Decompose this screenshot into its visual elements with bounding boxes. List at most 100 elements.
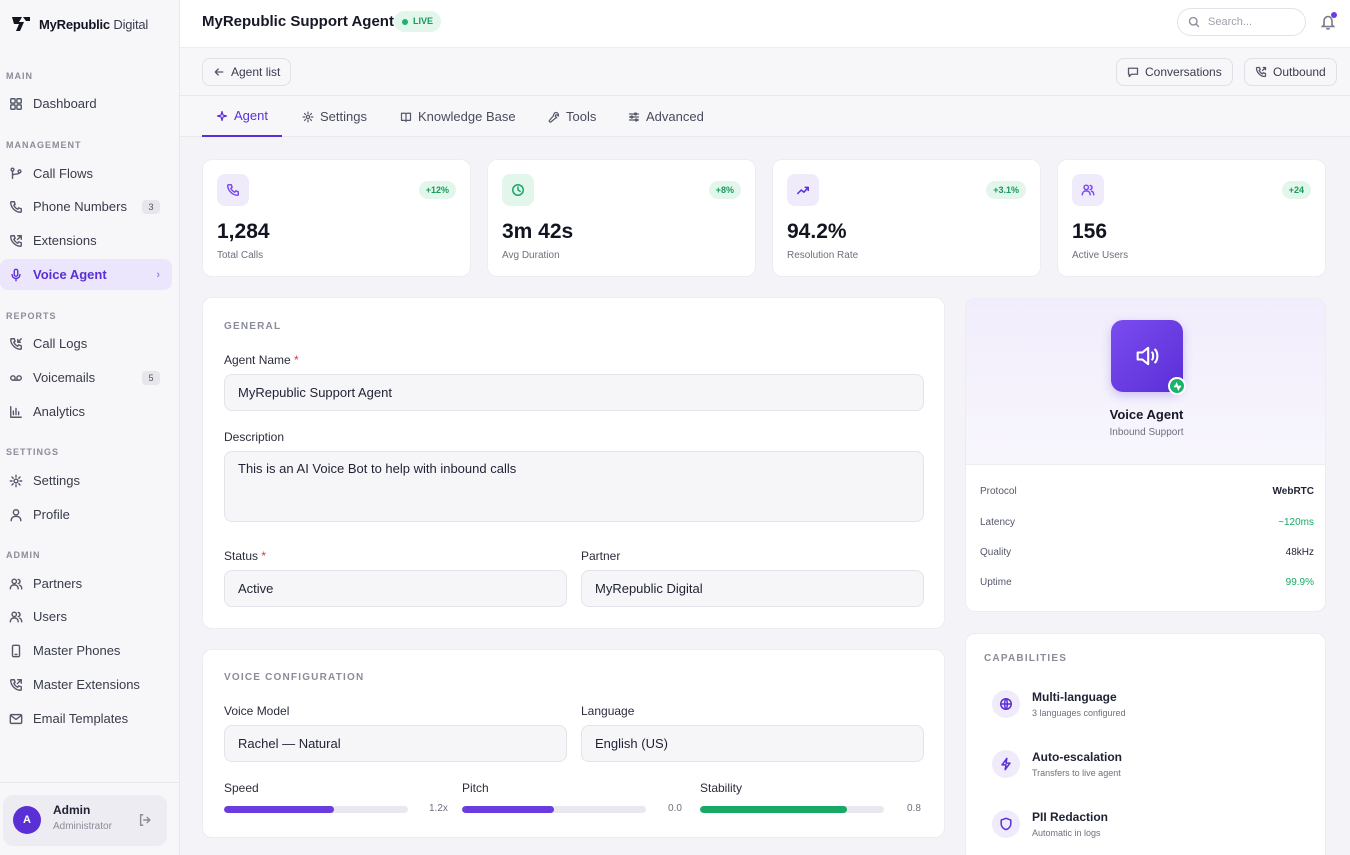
users-icon <box>9 577 23 590</box>
bolt-icon <box>1001 757 1011 771</box>
sidebar-item-label: Call Flows <box>33 166 93 181</box>
stat-icon <box>1072 174 1104 206</box>
description-textarea[interactable]: This is an AI Voice Bot to help with inb… <box>224 451 924 522</box>
stat-label: Resolution Rate <box>787 250 859 261</box>
wrench-icon <box>548 111 560 123</box>
sidebar-item-voicemails[interactable]: Voicemails 5 <box>0 362 172 393</box>
globe-icon <box>1000 698 1012 710</box>
conversations-button[interactable]: Conversations <box>1116 58 1233 86</box>
agent-list-button[interactable]: Agent list <box>202 58 292 86</box>
message-icon <box>1127 67 1139 78</box>
users-icon <box>9 610 23 623</box>
sparkles-icon <box>216 110 228 121</box>
book-icon <box>400 112 412 122</box>
user-name: Admin <box>53 803 91 817</box>
speed-slider[interactable] <box>224 806 408 813</box>
general-card: GENERAL Agent Name * Description This is… <box>202 297 945 629</box>
sub-bar: Agent list Conversations Outbound <box>180 48 1350 96</box>
stability-slider[interactable] <box>700 806 884 813</box>
sidebar-item-dashboard[interactable]: Dashboard <box>0 88 172 119</box>
sidebar-item-phone-numbers[interactable]: Phone Numbers 3 <box>0 191 172 222</box>
gear-icon <box>9 474 23 487</box>
brand[interactable]: MyRepublic Digital <box>0 0 179 48</box>
stat-label: Active Users <box>1072 250 1129 261</box>
sidebar-item-voice-agent[interactable]: Voice Agent › <box>0 259 172 290</box>
tab-advanced[interactable]: Advanced <box>628 96 704 137</box>
tab-knowledge-base[interactable]: Knowledge Base <box>400 96 516 137</box>
sidebar-item-partners[interactable]: Partners <box>0 568 172 599</box>
section-label-main: MAIN <box>6 71 33 81</box>
sidebar-item-profile[interactable]: Profile <box>0 499 172 530</box>
flow-icon <box>10 167 22 179</box>
stat-icon <box>787 174 819 206</box>
status-select[interactable]: Active <box>224 570 567 607</box>
sidebar-item-label: Settings <box>33 473 80 488</box>
sidebar-item-master-phones[interactable]: Master Phones <box>0 635 172 666</box>
voice-agent-subtitle: Inbound Support <box>1109 427 1184 438</box>
tab-bar: Agent Settings Knowledge Base Tools Adva… <box>180 96 1350 137</box>
stability-slider-fill <box>700 806 848 813</box>
card-title: CAPABILITIES <box>984 653 1068 664</box>
agent-name-label: Agent Name * <box>224 353 299 367</box>
tab-settings[interactable]: Settings <box>302 96 367 137</box>
stat-delta-badge: +8% <box>708 181 741 199</box>
sidebar-item-extensions[interactable]: Extensions <box>0 225 172 256</box>
sidebar-item-label: Users <box>33 609 67 624</box>
sidebar-item-label: Analytics <box>33 404 86 419</box>
partner-select[interactable]: MyRepublic Digital <box>581 570 924 607</box>
sidebar-item-label: Phone Numbers <box>33 199 127 214</box>
sidebar-item-analytics[interactable]: Analytics <box>0 396 172 427</box>
bell-icon[interactable] <box>1320 14 1336 30</box>
voice-agent-card: Voice Agent Inbound Support Protocol WebR… <box>965 298 1326 612</box>
search-input[interactable] <box>1208 16 1292 28</box>
users-icon <box>1081 184 1095 196</box>
sidebar-item-label: Partners <box>33 576 83 591</box>
phone-incoming-icon <box>10 337 22 350</box>
voice-agent-title: Voice Agent <box>1109 407 1184 422</box>
stat-delta-badge: +3.1% <box>986 181 1026 199</box>
language-label: Language <box>581 704 635 718</box>
sidebar-item-label: Extensions <box>33 233 97 248</box>
mail-icon <box>9 713 23 724</box>
sidebar-item-users[interactable]: Users <box>0 601 172 632</box>
stat-value: 3m 42s <box>502 220 574 243</box>
stat-label: Total Calls <box>217 250 264 261</box>
count-badge: 5 <box>142 370 160 385</box>
sidebar-item-call-logs[interactable]: Call Logs <box>0 328 172 359</box>
tab-tools[interactable]: Tools <box>548 96 596 137</box>
grid-icon <box>10 97 22 110</box>
speed-slider-fill <box>224 806 335 813</box>
tab-agent[interactable]: Agent <box>202 96 282 137</box>
outbound-button[interactable]: Outbound <box>1244 58 1337 86</box>
search-box[interactable] <box>1177 8 1306 36</box>
voice-agent-hero: Voice Agent Inbound Support <box>966 299 1325 465</box>
sidebar-item-email-templates[interactable]: Email Templates <box>0 703 172 734</box>
agent-name-input[interactable] <box>224 374 924 411</box>
phone-outgoing-icon <box>1255 66 1267 78</box>
stat-icon <box>502 174 534 206</box>
sidebar-item-master-extensions[interactable]: Master Extensions <box>0 669 172 700</box>
sidebar-item-label: Voice Agent <box>33 267 107 282</box>
language-select[interactable]: English (US) <box>581 725 924 762</box>
sidebar-item-settings[interactable]: Settings <box>0 465 172 496</box>
voice-model-label: Voice Model <box>224 704 290 718</box>
brand-name: MyRepublic Digital <box>39 16 149 32</box>
sidebar-item-label: Dashboard <box>33 96 97 111</box>
stat-value: 1,284 <box>217 220 270 243</box>
arrow-left-icon <box>214 68 224 76</box>
sidebar-divider <box>0 782 179 783</box>
sidebar: MyRepublic Digital MAIN MANAGEMENT REPOR… <box>0 0 180 855</box>
user-icon <box>10 508 22 521</box>
speed-label: Speed <box>224 781 259 795</box>
phone-icon <box>227 184 239 196</box>
stat-value: 156 <box>1072 220 1108 243</box>
voice-model-select[interactable]: Rachel — Natural <box>224 725 567 762</box>
trending-up-icon <box>797 186 809 195</box>
sidebar-item-call-flows[interactable]: Call Flows <box>0 158 172 189</box>
logout-icon[interactable] <box>138 813 152 827</box>
user-card[interactable]: A Admin Administrator <box>3 795 167 846</box>
sidebar-item-label: Email Templates <box>33 711 129 726</box>
count-badge: 3 <box>142 199 160 214</box>
pitch-slider[interactable] <box>462 806 646 813</box>
pitch-label: Pitch <box>462 781 489 795</box>
